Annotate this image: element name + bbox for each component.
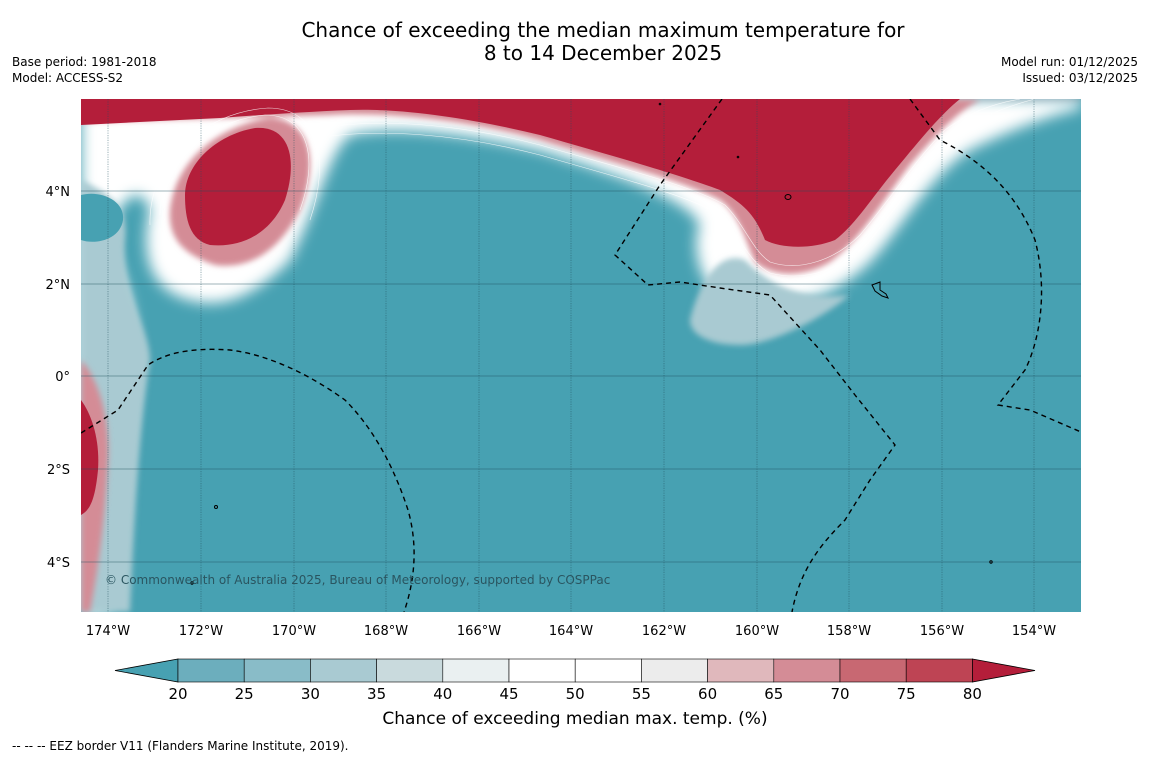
colorbar-segment [839,658,907,683]
eez-legend-footer: -- -- -- EEZ border V11 (Flanders Marine… [12,739,349,753]
colorbar-tick-label: 30 [301,685,320,703]
colorbar-segment [310,658,377,683]
graticule [107,99,1035,612]
colorbar-tick-label: 45 [499,685,518,703]
colorbar-tick-label: 20 [168,685,187,703]
lon-label: 172°W [179,624,223,639]
colorbar-segment [177,658,245,683]
lon-label: 166°W [457,624,501,639]
colorbar-tick-label: 75 [897,685,916,703]
issued-text: Issued: 03/12/2025 [1022,71,1138,85]
lon-label: 154°W [1012,624,1056,639]
anomaly-field [81,99,1081,612]
lon-label: 164°W [549,624,593,639]
colorbar-segment [773,658,841,683]
lat-label: 4°S [47,556,70,571]
title-line-1: Chance of exceeding the median maximum t… [301,18,905,42]
colorbar-tick-label: 35 [367,685,386,703]
colorbar-segment [641,658,708,683]
colorbar-tick-label: 40 [433,685,452,703]
lon-label: 168°W [364,624,408,639]
lat-label: 0° [55,370,70,385]
above-median-zone [81,99,960,515]
meta-left: Base period: 1981-2018 Model: ACCESS-S2 [12,54,157,86]
colorbar-tick-label: 80 [963,685,982,703]
colorbar-segment [707,658,775,683]
base-period-text: Base period: 1981-2018 [12,55,157,69]
lat-label: 2°N [46,278,71,293]
meta-right: Model run: 01/12/2025 Issued: 03/12/2025 [1001,54,1138,86]
lon-label: 158°W [827,624,871,639]
eez-borders [81,99,1081,612]
colorbar-extend-high [972,658,1036,683]
lat-label: 2°S [47,463,70,478]
lon-label: 162°W [642,624,686,639]
colorbar-label: Chance of exceeding median max. temp. (%… [382,709,768,729]
colorbar-segment [243,658,311,683]
lat-label: 4°N [46,185,71,200]
copyright-credit: © Commonwealth of Australia 2025, Bureau… [105,573,610,587]
model-run-text: Model run: 01/12/2025 [1000,55,1138,69]
colorbar-segment [442,658,510,683]
colorbar: 20 25 30 35 40 45 50 55 60 65 70 75 80 [114,658,1036,703]
islands [190,102,993,585]
below-median-patch [81,193,124,242]
chart-title: Chance of exceeding the median maximum t… [253,19,953,65]
colorbar-tick-label: 60 [698,685,717,703]
colorbar-tick-label: 50 [566,685,585,703]
colorbar-segment [905,658,973,683]
colorbar-tick-label: 70 [830,685,849,703]
lon-label: 170°W [272,624,316,639]
colorbar-tick-label: 55 [632,685,651,703]
colorbar-extend-low [114,658,179,683]
colorbar-tick-label: 65 [764,685,783,703]
lon-label: 156°W [920,624,964,639]
colorbar-segment [376,658,444,683]
colorbar-tick-label: 25 [235,685,254,703]
longitude-labels: 174°W 172°W 170°W 168°W 166°W 164°W 162°… [86,624,1056,639]
lon-label: 174°W [86,624,130,639]
contour-lines [149,99,1036,277]
title-line-2: 8 to 14 December 2025 [483,41,723,65]
colorbar-segment [508,658,576,683]
colorbar-segment [574,658,642,683]
lon-label: 160°W [735,624,779,639]
model-text: Model: ACCESS-S2 [12,71,124,85]
latitude-labels: 4°N 2°N 0° 2°S 4°S [46,185,71,571]
latitude-lines [81,190,1081,563]
